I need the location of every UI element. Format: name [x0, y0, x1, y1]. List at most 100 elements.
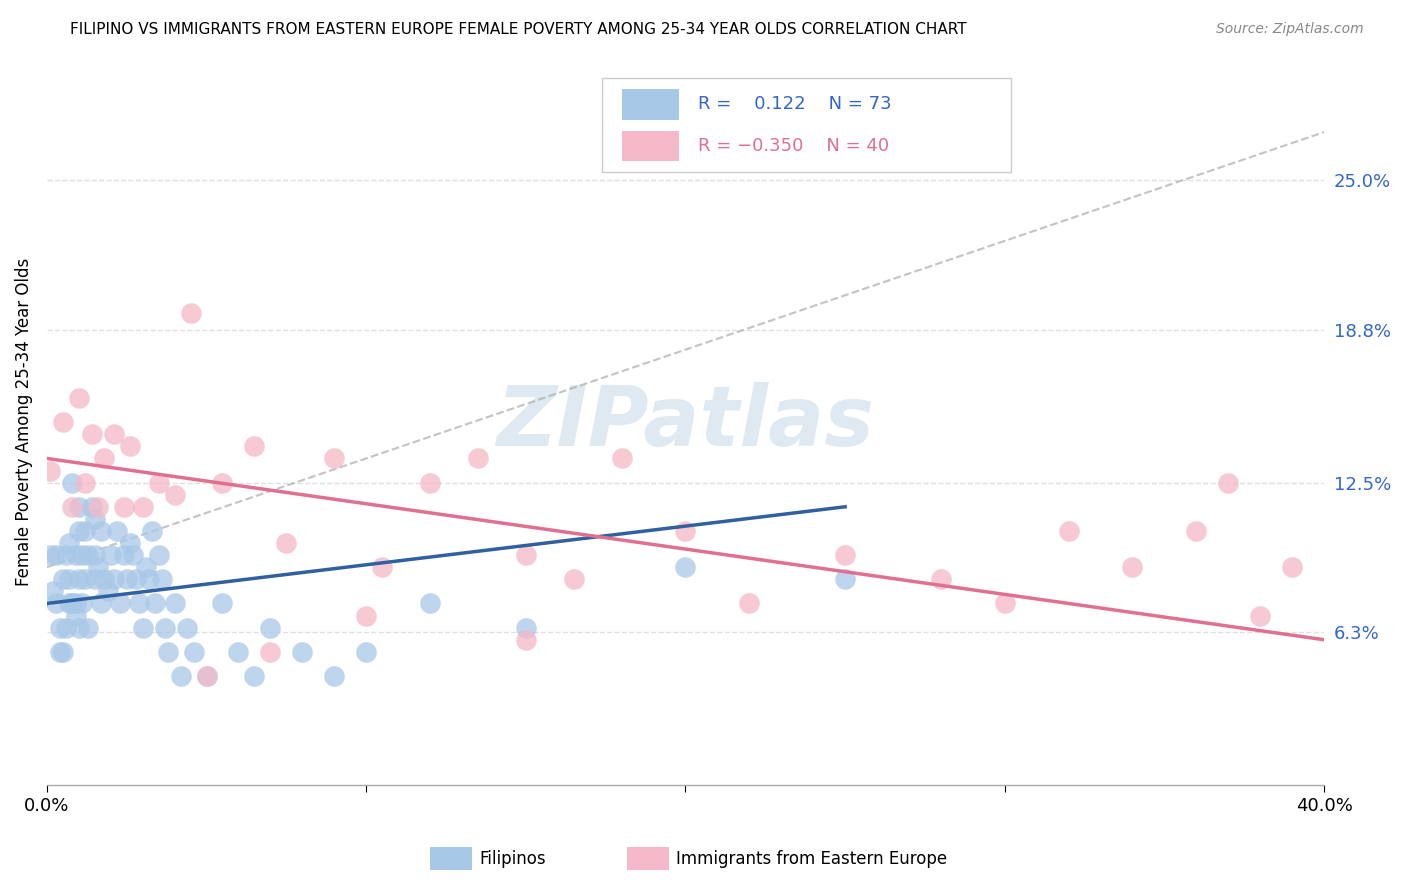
Point [77, 548, 100, 562]
Point [58, 597, 80, 611]
Point [100, 548, 122, 562]
Point [52, 572, 75, 586]
Point [125, 572, 148, 586]
Point [163, 597, 186, 611]
Point [929, 572, 952, 586]
Point [70, 597, 93, 611]
Point [128, 597, 150, 611]
Point [211, 597, 233, 611]
Point [39, 463, 62, 477]
Point [83, 548, 105, 562]
Point [75, 572, 97, 586]
Point [150, 572, 173, 586]
Point [323, 669, 346, 683]
Point [67, 524, 90, 538]
Point [110, 597, 132, 611]
Point [354, 645, 377, 659]
Point [62, 597, 84, 611]
Point [75, 475, 97, 490]
Point [67, 621, 90, 635]
Point [93, 451, 115, 466]
Point [1218, 475, 1240, 490]
Point [738, 597, 761, 611]
Point [118, 439, 141, 453]
Point [75, 524, 97, 538]
Point [70, 548, 93, 562]
Point [131, 621, 153, 635]
Point [467, 451, 489, 466]
Point [1281, 560, 1303, 574]
Point [276, 536, 298, 550]
Point [259, 621, 281, 635]
Point [610, 451, 633, 466]
Point [354, 608, 377, 623]
Point [170, 669, 193, 683]
Point [228, 645, 250, 659]
Point [1185, 524, 1208, 538]
Point [55, 621, 77, 635]
Point [176, 621, 198, 635]
Point [58, 572, 80, 586]
Point [515, 621, 537, 635]
Point [112, 548, 135, 562]
Text: R = −0.350    N = 40: R = −0.350 N = 40 [699, 136, 890, 155]
Point [48, 645, 70, 659]
Point [834, 572, 856, 586]
Point [87, 500, 110, 514]
Point [77, 621, 100, 635]
Point [118, 536, 141, 550]
Point [48, 621, 70, 635]
Point [419, 597, 441, 611]
Point [52, 415, 75, 429]
Point [65, 608, 87, 623]
Point [148, 548, 170, 562]
Point [180, 306, 202, 320]
Point [87, 560, 110, 574]
Text: FILIPINO VS IMMIGRANTS FROM EASTERN EUROPE FEMALE POVERTY AMONG 25-34 YEAR OLDS : FILIPINO VS IMMIGRANTS FROM EASTERN EURO… [70, 22, 967, 37]
Point [122, 548, 145, 562]
Point [1057, 524, 1080, 538]
Text: ZIPatlas: ZIPatlas [496, 382, 875, 463]
Point [115, 572, 138, 586]
Point [45, 597, 67, 611]
Point [45, 548, 67, 562]
Point [675, 560, 697, 574]
Text: Filipinos: Filipinos [479, 850, 546, 868]
Point [83, 512, 105, 526]
Point [83, 572, 105, 586]
Point [211, 475, 233, 490]
Point [562, 572, 585, 586]
Point [148, 475, 170, 490]
Point [419, 475, 441, 490]
Point [1249, 608, 1271, 623]
Point [93, 572, 115, 586]
Point [141, 524, 163, 538]
Point [1121, 560, 1143, 574]
Point [153, 621, 176, 635]
Point [96, 584, 118, 599]
Point [195, 669, 218, 683]
Point [55, 548, 77, 562]
Point [52, 645, 75, 659]
Point [515, 632, 537, 647]
Point [994, 597, 1017, 611]
Point [62, 500, 84, 514]
FancyBboxPatch shape [602, 78, 1011, 172]
Point [90, 524, 112, 538]
Y-axis label: Female Poverty Among 25-34 Year Olds: Female Poverty Among 25-34 Year Olds [15, 258, 32, 586]
Point [515, 548, 537, 562]
Point [135, 560, 157, 574]
Point [39, 548, 62, 562]
Point [243, 439, 266, 453]
Point [675, 524, 697, 538]
Point [67, 572, 90, 586]
Point [157, 645, 180, 659]
Point [105, 524, 128, 538]
Point [112, 500, 135, 514]
Point [323, 451, 346, 466]
Point [42, 584, 65, 599]
Point [259, 645, 281, 659]
Point [163, 488, 186, 502]
Point [65, 548, 87, 562]
FancyBboxPatch shape [621, 130, 679, 161]
